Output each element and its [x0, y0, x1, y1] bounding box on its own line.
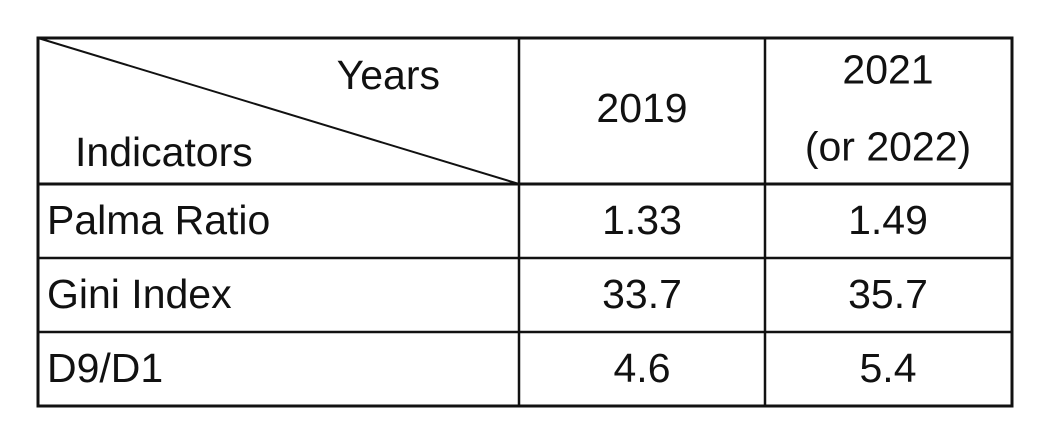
corner-rows-label: Indicators	[75, 129, 253, 175]
cell-value: 33.7	[602, 271, 682, 317]
table-border	[36, 36, 1014, 408]
cell-value: 5.4	[860, 345, 917, 391]
row-label: Gini Index	[47, 271, 232, 317]
cell-value: 4.6	[614, 345, 671, 391]
cell-value: 1.49	[848, 197, 928, 243]
corner-columns-label: Years	[337, 52, 440, 98]
row-label: Palma Ratio	[47, 197, 270, 243]
corner-diagonal	[37, 37, 520, 185]
cell-value: 35.7	[848, 271, 928, 317]
column-header: 2021	[842, 46, 933, 92]
column-header: (or 2022)	[805, 123, 971, 169]
row-label: D9/D1	[47, 345, 163, 391]
cell-value: 1.33	[602, 197, 682, 243]
column-header: 2019	[596, 85, 687, 131]
